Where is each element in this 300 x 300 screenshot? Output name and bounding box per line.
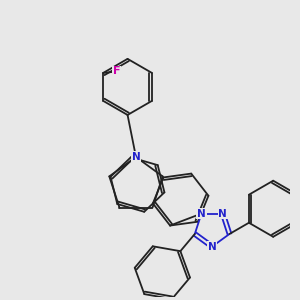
Text: F: F (113, 67, 120, 76)
Text: N: N (218, 208, 227, 219)
Text: N: N (197, 208, 206, 219)
Text: N: N (132, 152, 140, 162)
Text: N: N (208, 242, 217, 252)
